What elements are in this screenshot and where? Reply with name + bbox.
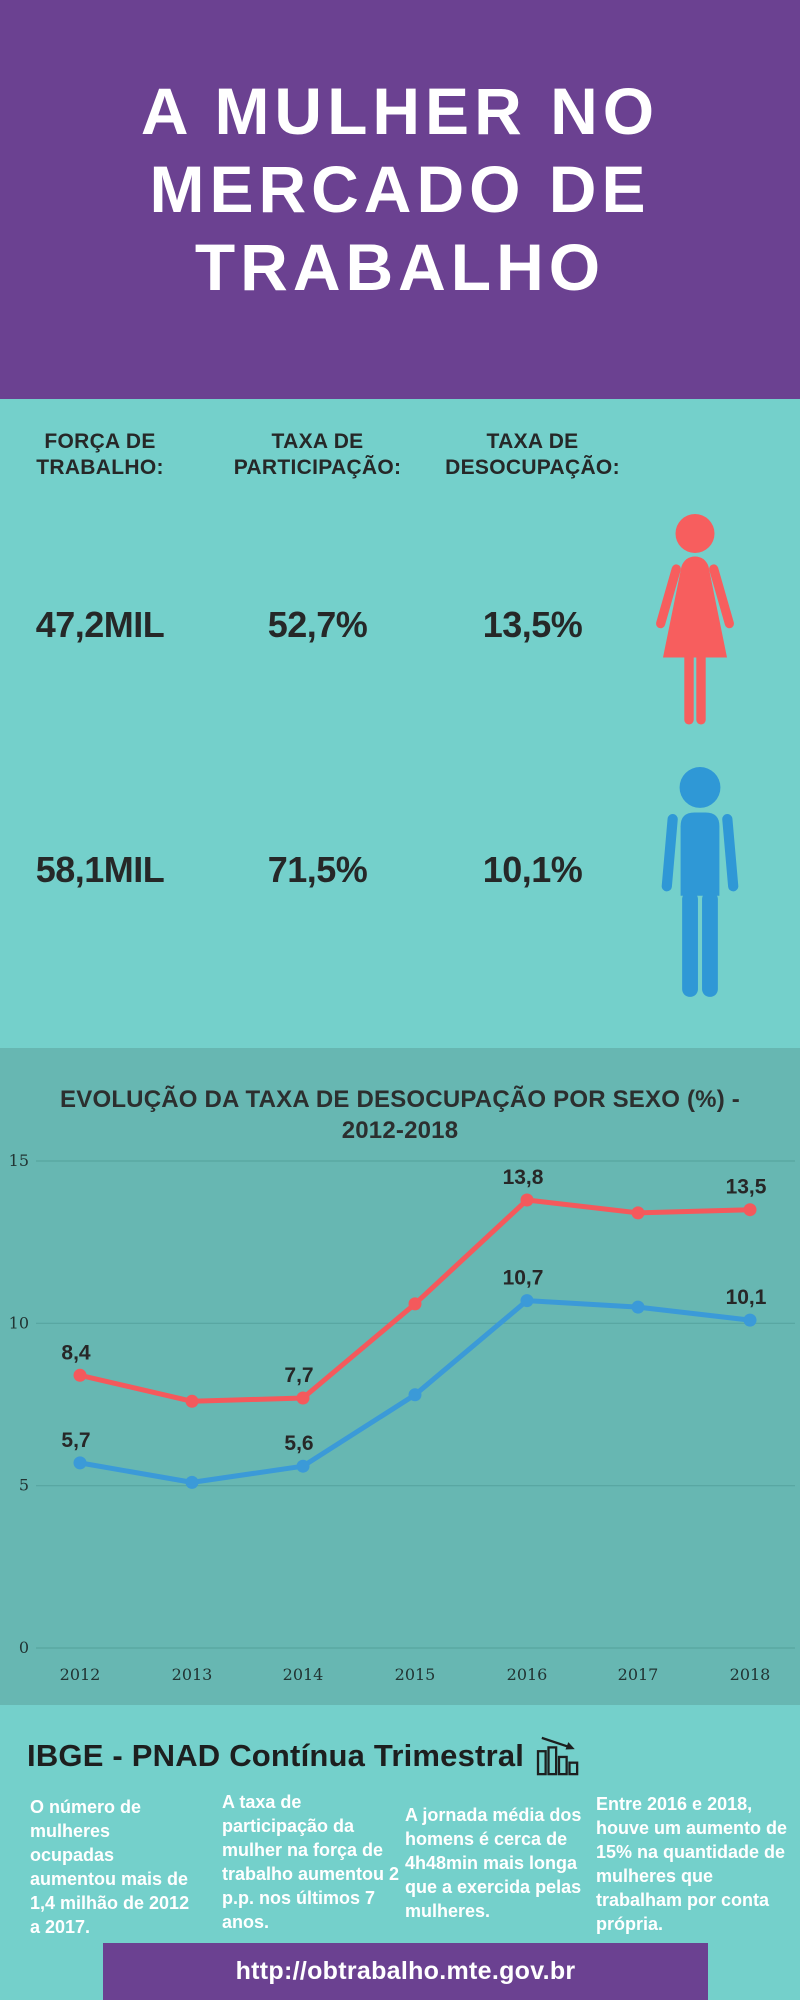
svg-text:2018: 2018 [730, 1665, 771, 1684]
stat-value-homens-desocupacao: 10,1% [482, 849, 583, 890]
header: A MULHER NO MERCADO DE TRABALHO [0, 0, 800, 399]
stat-value-homens-forca: 58,1MIL [35, 849, 165, 890]
svg-text:2016: 2016 [507, 1665, 548, 1684]
stat-value-mulheres-forca: 47,2MIL [35, 604, 165, 645]
chart-section: EVOLUÇÃO DA TAXA DE DESOCUPAÇÃO POR SEXO… [0, 1048, 800, 1705]
stat-value-mulheres-desocupacao: 13,5% [482, 604, 583, 645]
svg-text:7,7: 7,7 [284, 1364, 313, 1387]
svg-text:15: 15 [9, 1151, 29, 1170]
chart-title: EVOLUÇÃO DA TAXA DE DESOCUPAÇÃO POR SEXO… [60, 1086, 740, 1144]
svg-text:2012: 2012 [60, 1665, 101, 1684]
stats-section: FORÇA DE TRABALHO: TAXA DE PARTICIPAÇÃO:… [0, 399, 800, 1048]
svg-text:8,4: 8,4 [61, 1341, 91, 1364]
svg-text:13,5: 13,5 [726, 1176, 767, 1199]
male-icon [642, 765, 758, 1005]
source-heading-row: IBGE - PNAD Contínua Trimestral [27, 1735, 582, 1777]
female-icon [645, 507, 745, 733]
source-heading: IBGE - PNAD Contínua Trimestral [27, 1738, 525, 1773]
column-header-taxa-participacao: TAXA DE PARTICIPAÇÃO: [233, 430, 402, 479]
svg-text:5,6: 5,6 [284, 1432, 313, 1455]
page-title: A MULHER NO MERCADO DE TRABALHO [0, 0, 800, 306]
stat-value-homens-participacao: 71,5% [267, 849, 368, 890]
svg-text:0: 0 [19, 1638, 29, 1657]
page-title-line: A MULHER NO [140, 74, 660, 148]
stat-value-mulheres-participacao: 52,7% [267, 604, 368, 645]
svg-text:10,1: 10,1 [726, 1286, 767, 1309]
column-header-taxa-desocupacao: TAXA DE DESOCUPAÇÃO: [445, 430, 620, 479]
line-chart: 0 5 10 15 2012 2013 2014 2015 2016 2017 2018 8,4 7,7… [9, 1151, 795, 1684]
declining-bar-chart-icon [536, 1735, 582, 1777]
svg-text:10,7: 10,7 [503, 1267, 544, 1290]
svg-text:2014: 2014 [283, 1665, 324, 1684]
fact-conta-propria: Entre 2016 e 2018, houve um aumento de 1… [596, 1794, 788, 1934]
column-header-forca-de-trabalho: FORÇA DE TRABALHO: [36, 430, 164, 479]
website-link[interactable]: http://obtrabalho.mte.gov.br [103, 1943, 708, 2000]
svg-text:13,8: 13,8 [503, 1166, 544, 1189]
svg-text:2017: 2017 [618, 1665, 659, 1684]
fact-taxa-participacao: A taxa de participação da mulher na forç… [222, 1792, 400, 1932]
svg-text:2013: 2013 [172, 1665, 213, 1684]
svg-text:2015: 2015 [395, 1665, 436, 1684]
svg-text:10: 10 [9, 1313, 29, 1332]
source-section: IBGE - PNAD Contínua Trimestral O número… [0, 1705, 800, 2000]
page-title-line: MERCADO DE [149, 152, 651, 226]
page-title-line: TRABALHO [194, 230, 606, 304]
fact-mulheres-ocupadas: O número de mulheres ocupadas aumentou m… [30, 1797, 190, 1937]
svg-text:5: 5 [19, 1476, 29, 1495]
svg-text:5,7: 5,7 [61, 1429, 90, 1452]
fact-jornada-media: A jornada média dos homens é cerca de 4h… [405, 1805, 582, 1921]
